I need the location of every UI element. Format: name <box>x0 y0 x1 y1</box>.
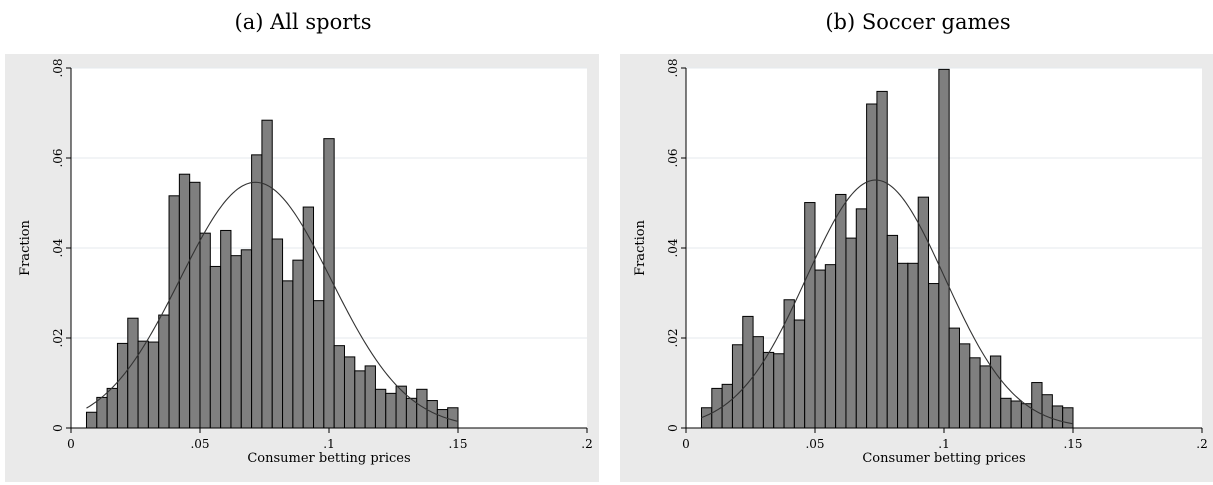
normal-density-curve <box>86 181 459 422</box>
histogram-bar <box>405 397 418 429</box>
histogram-bar <box>302 206 315 429</box>
histogram-bar <box>814 269 826 429</box>
x-tick-label: .2 <box>1196 437 1207 451</box>
x-axis-title: Consumer betting prices <box>247 451 410 466</box>
y-tick-label: .02 <box>666 328 680 347</box>
histogram-bar <box>199 232 211 429</box>
x-tick-label: .05 <box>190 437 209 451</box>
histogram-bar <box>271 238 284 429</box>
normal-density-curve <box>701 179 1074 425</box>
histogram-bar <box>343 356 356 429</box>
histogram-bar <box>793 319 806 429</box>
histogram-bar <box>731 344 744 429</box>
histogram-bar <box>261 119 273 429</box>
histogram-bar <box>230 255 242 429</box>
histogram-bar <box>385 392 397 429</box>
histogram-bar <box>1000 397 1012 429</box>
histogram-bar <box>374 388 387 429</box>
x-tick-label: .1 <box>323 437 334 451</box>
x-axis-title: Consumer betting prices <box>862 451 1025 466</box>
panel-a-title: (a) All sports <box>234 10 372 34</box>
histogram-bar <box>907 262 919 429</box>
histogram-bar <box>364 365 376 429</box>
histogram-bar <box>158 314 170 429</box>
histogram-bar <box>928 283 940 429</box>
histogram-bar <box>1051 405 1064 429</box>
histogram-bar <box>292 259 304 429</box>
histogram-bar <box>147 341 160 429</box>
histogram-bar <box>282 280 294 429</box>
histogram-bar <box>752 336 764 429</box>
histogram-bar <box>886 234 899 429</box>
histogram-bar <box>313 300 325 429</box>
histogram-all-sports: 0 .02 .04 .06 .08 0 .05 .1 .15 .2 Consumer betting… <box>5 54 599 482</box>
histogram-bar <box>189 181 201 429</box>
histogram-bar <box>742 315 754 429</box>
y-axis-title: Fraction <box>633 219 648 275</box>
histogram-bar <box>1010 400 1022 429</box>
histogram-bar <box>762 351 775 429</box>
histogram-bar <box>178 173 191 429</box>
histogram-bar <box>106 387 118 429</box>
x-tick-label: 0 <box>67 437 75 451</box>
y-tick-label: .06 <box>51 148 65 167</box>
y-tick-label: .08 <box>51 58 65 77</box>
panel-b-title: (b) Soccer games <box>825 10 1011 34</box>
histogram-bar <box>333 345 345 429</box>
histogram-bar <box>436 409 449 429</box>
histogram-bar <box>969 357 981 429</box>
x-tick-label: .05 <box>805 437 824 451</box>
histogram-bar <box>116 342 129 429</box>
y-tick-label: .06 <box>666 148 680 167</box>
histogram-bar <box>1041 394 1053 429</box>
y-tick-label: 0 <box>51 424 65 432</box>
histogram-bar <box>96 396 108 429</box>
x-tick-label: 0 <box>682 437 690 451</box>
x-tick-label: .2 <box>581 437 592 451</box>
histogram-bar <box>127 317 139 429</box>
histogram-bar <box>783 299 795 429</box>
histogram-bar <box>1062 407 1074 429</box>
histogram-bar <box>824 264 837 429</box>
histogram-bar <box>948 327 960 429</box>
histogram-bar <box>835 193 847 429</box>
histogram-bar <box>251 154 263 429</box>
histogram-bar <box>897 262 909 429</box>
histogram-bar <box>240 249 253 429</box>
histogram-bar <box>958 343 971 429</box>
histogram-bar <box>168 195 180 429</box>
y-tick-label: .08 <box>666 58 680 77</box>
histogram-bar <box>845 237 857 429</box>
histogram-bar <box>876 90 888 429</box>
histogram-bar <box>700 407 713 429</box>
histogram-bar <box>85 411 98 429</box>
histogram-bar <box>137 340 149 429</box>
y-axis-title: Fraction <box>18 219 33 275</box>
histogram-bar <box>773 353 785 429</box>
histogram-bar <box>804 202 816 429</box>
y-tick-label: .02 <box>51 328 65 347</box>
x-tick-label: .15 <box>1063 437 1082 451</box>
y-tick-label: .04 <box>51 238 65 257</box>
histogram-bar <box>209 265 222 429</box>
y-tick-label: 0 <box>666 424 680 432</box>
histogram-bar <box>855 208 868 429</box>
histogram-soccer-games: 0 .02 .04 .06 .08 0 .05 .1 .15 .2 Consumer betting… <box>620 54 1213 482</box>
histogram-bar <box>866 103 878 429</box>
histogram-bar <box>220 229 232 429</box>
histogram-bar <box>447 407 459 429</box>
histogram-bar <box>979 365 991 429</box>
y-tick-label: .04 <box>666 238 680 257</box>
histogram-bar <box>1031 382 1043 429</box>
histogram-bar <box>395 385 407 429</box>
histogram-bar <box>938 68 950 429</box>
x-tick-label: .1 <box>938 437 949 451</box>
histogram-bar <box>354 370 366 429</box>
x-tick-label: .15 <box>448 437 467 451</box>
histogram-bar <box>989 355 1002 429</box>
